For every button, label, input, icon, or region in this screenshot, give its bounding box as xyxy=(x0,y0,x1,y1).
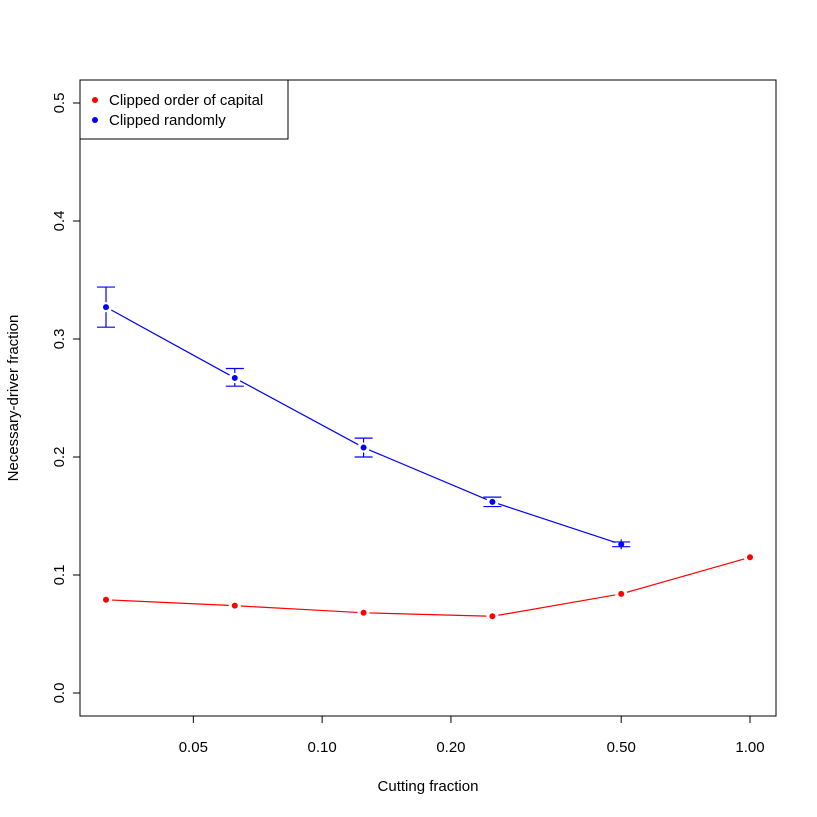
series-line-segment xyxy=(110,309,230,376)
plot-frame xyxy=(79,79,777,717)
y-tick-label: 0.0 xyxy=(51,683,68,704)
plot-border xyxy=(79,79,777,717)
legend: Clipped order of capital Clipped randomly xyxy=(79,79,289,140)
y-tick-label: 0.3 xyxy=(51,329,68,350)
data-point xyxy=(360,444,367,451)
data-point xyxy=(618,590,625,597)
series-clipped-order-of-capital xyxy=(103,554,753,620)
y-tick-label: 0.2 xyxy=(51,447,68,468)
series-line-segment xyxy=(240,605,358,614)
data-point xyxy=(103,304,109,311)
y-axis-title: Necessary-driver fraction xyxy=(5,315,22,482)
data-point xyxy=(103,596,109,603)
y-tick-label: 0.4 xyxy=(51,211,68,232)
x-tick-label: 0.10 xyxy=(308,739,337,756)
x-tick-label: 0.20 xyxy=(436,739,465,756)
series-line-segment xyxy=(369,612,487,617)
data-point xyxy=(231,602,238,609)
data-point xyxy=(618,541,625,548)
data-point xyxy=(489,498,496,505)
legend-box xyxy=(79,79,289,140)
x-tick-label: 1.00 xyxy=(735,739,764,756)
legend-marker xyxy=(92,97,98,103)
series-line-segment xyxy=(239,380,359,446)
error-bar xyxy=(97,286,115,328)
legend-entry: Clipped order of capital xyxy=(92,92,263,109)
y-axis: 0.0 0.1 0.2 0.3 0.4 0.5 xyxy=(51,93,81,704)
data-point xyxy=(231,374,238,381)
legend-marker xyxy=(92,117,98,123)
data-point xyxy=(360,609,367,616)
series-clipped-randomly xyxy=(97,286,631,550)
y-tick-label: 0.5 xyxy=(51,93,68,114)
x-tick-label: 0.50 xyxy=(607,739,636,756)
series-line-segment xyxy=(368,449,488,501)
x-axis-title: Cutting fraction xyxy=(378,778,479,795)
series-line-segment xyxy=(497,503,616,544)
y-tick-label: 0.1 xyxy=(51,565,68,586)
legend-label: Clipped order of capital xyxy=(109,92,263,109)
series-line-segment xyxy=(498,594,616,616)
legend-label: Clipped randomly xyxy=(109,112,226,129)
error-bar xyxy=(225,367,244,387)
legend-entry: Clipped randomly xyxy=(92,112,226,129)
x-axis: 0.05 0.10 0.20 0.50 1.00 xyxy=(179,715,765,756)
x-tick-label: 0.05 xyxy=(179,739,208,756)
series-line-segment xyxy=(626,558,745,593)
data-point xyxy=(747,554,753,561)
series-line-segment xyxy=(111,599,229,607)
error-bar xyxy=(483,496,502,508)
error-bar xyxy=(354,437,373,458)
series-layer xyxy=(97,286,753,620)
data-point xyxy=(489,613,496,620)
